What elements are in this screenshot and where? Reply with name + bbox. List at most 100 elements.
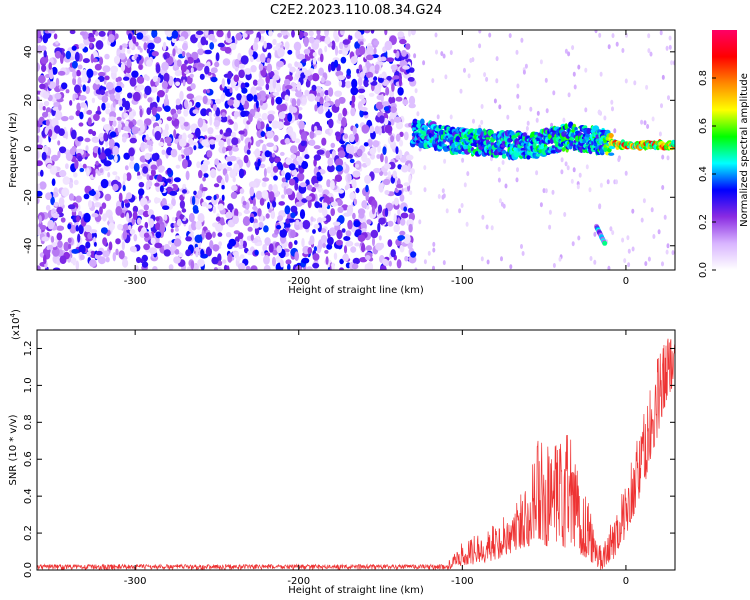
heat-cell	[285, 157, 293, 165]
heat-cell	[520, 244, 523, 249]
heat-cell	[139, 258, 144, 264]
heat-cell	[335, 158, 344, 167]
heat-cell	[121, 43, 128, 49]
x-tick-label: -300	[124, 276, 147, 287]
heat-cell	[86, 109, 93, 115]
heat-cell	[76, 215, 80, 223]
band-cell	[550, 150, 557, 154]
heat-cell	[309, 235, 315, 245]
heat-cell	[314, 125, 318, 131]
heat-cell	[213, 183, 220, 188]
heat-cell	[85, 167, 90, 177]
heat-cell	[218, 139, 225, 147]
heat-cell	[305, 195, 313, 201]
heat-cell	[217, 232, 223, 237]
heat-cell	[112, 100, 116, 108]
heat-cell	[58, 104, 62, 111]
heat-cell	[298, 120, 305, 130]
heat-cell	[94, 63, 102, 71]
heat-cell	[121, 83, 125, 89]
heat-cell	[79, 254, 85, 260]
heat-cell	[351, 101, 355, 109]
heat-cell	[274, 157, 282, 162]
x-tick-label: 0	[623, 276, 629, 287]
heat-cell	[260, 251, 265, 256]
heat-cell	[113, 55, 121, 65]
heat-cell	[270, 210, 276, 219]
heat-cell	[275, 96, 283, 105]
heat-cell	[236, 93, 242, 101]
heat-cell	[263, 255, 270, 265]
heat-cell	[171, 30, 179, 39]
heat-cell	[410, 30, 416, 36]
heat-cell	[258, 63, 264, 71]
heat-cell	[661, 74, 665, 80]
heat-cell	[166, 116, 173, 122]
heat-cell	[414, 88, 418, 94]
heat-cell	[262, 244, 268, 252]
heat-cell	[303, 48, 311, 55]
heat-cell	[240, 55, 249, 65]
heat-cell	[373, 40, 380, 46]
heat-cell	[298, 113, 303, 120]
heat-cell	[272, 91, 280, 97]
heat-cell	[290, 205, 298, 213]
heat-cell	[39, 224, 47, 231]
heat-cell	[336, 229, 343, 240]
heat-cell	[128, 224, 132, 231]
heat-cell	[486, 259, 490, 265]
heat-cell	[126, 172, 132, 182]
heat-cell	[397, 235, 406, 241]
band-cell	[672, 140, 675, 145]
heat-cell	[227, 242, 233, 250]
heat-cell	[495, 56, 499, 62]
heat-cell	[227, 70, 233, 80]
heat-cell	[376, 94, 384, 101]
heat-cell	[132, 211, 138, 220]
heat-cell	[393, 116, 402, 123]
heat-cell	[129, 229, 136, 235]
heat-cell	[365, 184, 369, 193]
heat-cell	[193, 208, 199, 214]
heat-cell	[264, 150, 271, 158]
heat-cell	[640, 119, 644, 125]
heat-cell	[77, 155, 83, 162]
heat-cell	[301, 97, 308, 105]
heat-cell	[79, 167, 85, 173]
heat-cell	[288, 163, 296, 171]
heat-cell	[84, 224, 92, 233]
heat-cell	[129, 77, 137, 87]
heat-cell	[659, 30, 663, 36]
heat-cell	[222, 146, 226, 154]
heat-cell	[472, 118, 475, 124]
heat-cell	[213, 194, 217, 201]
heat-cell	[120, 62, 126, 72]
heat-cell	[227, 203, 234, 211]
heat-cell	[520, 37, 524, 43]
heat-cell	[207, 127, 214, 135]
heat-cell	[599, 71, 603, 77]
heat-cell	[260, 131, 266, 137]
colorbar-label: Normalized spectral amplitude	[739, 73, 750, 227]
heat-cell	[285, 259, 292, 265]
heatmap-marks	[37, 30, 675, 270]
heat-cell	[57, 70, 66, 76]
heat-cell	[467, 73, 471, 79]
heat-cell	[318, 67, 324, 76]
heat-cell	[378, 82, 382, 90]
heat-cell	[353, 220, 361, 228]
heat-cell	[213, 119, 220, 128]
heat-cell	[145, 133, 149, 141]
heat-cell	[155, 222, 161, 231]
heat-cell	[273, 134, 279, 142]
y-tick-label: 0.4	[23, 488, 34, 504]
heat-cell	[126, 212, 130, 222]
heat-cell	[343, 212, 351, 217]
heat-cell	[349, 158, 355, 164]
heat-cell	[203, 160, 210, 166]
heat-cell	[262, 143, 267, 154]
heat-cell	[371, 146, 377, 154]
band-cell	[547, 139, 551, 144]
heat-cell	[143, 204, 149, 211]
heat-cell	[257, 78, 265, 87]
